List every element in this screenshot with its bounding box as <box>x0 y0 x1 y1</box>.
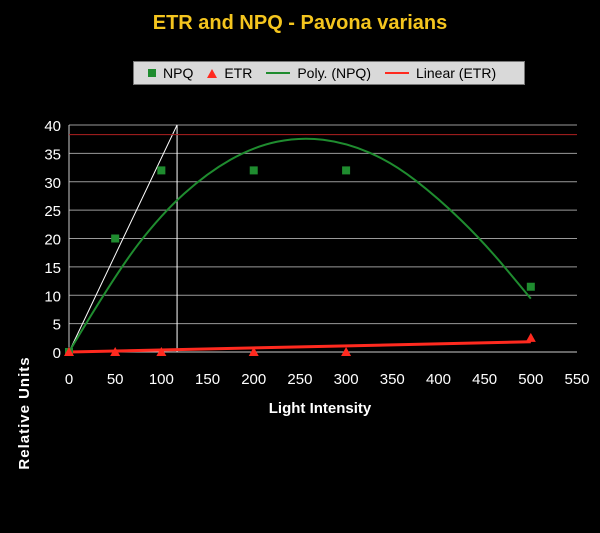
y-tick-label: 15 <box>44 260 61 277</box>
x-tick-label: 350 <box>380 371 405 388</box>
npq-point <box>249 166 258 175</box>
y-tick-label: 30 <box>44 175 61 192</box>
legend-item-etr: ETR <box>207 65 252 81</box>
npq-point <box>157 166 166 175</box>
x-tick-label: 250 <box>287 371 312 388</box>
y-tick-label: 10 <box>44 288 61 305</box>
legend-item-linear: Linear (ETR) <box>384 65 497 81</box>
legend-item-npq: NPQ <box>148 65 193 81</box>
x-tick-label: 200 <box>241 371 266 388</box>
etr-point <box>525 332 536 342</box>
y-tick-label: 25 <box>44 203 61 220</box>
legend-label-poly: Poly. (NPQ) <box>297 65 371 81</box>
etr-point <box>64 347 74 356</box>
etr-marker-icon <box>207 68 218 78</box>
legend-label-npq: NPQ <box>163 65 194 81</box>
chart-title: ETR and NPQ - Pavona varians <box>152 12 448 34</box>
legend-item-poly: Poly. (NPQ) <box>266 65 371 81</box>
legend-label-etr: ETR <box>224 65 253 81</box>
reference-line <box>68 124 178 353</box>
x-tick-label: 450 <box>472 371 497 388</box>
x-tick-label: 400 <box>426 371 451 388</box>
x-tick-label: 0 <box>65 371 73 388</box>
x-tick-label: 100 <box>149 371 174 388</box>
trendline-etr <box>68 340 531 354</box>
npq-point <box>526 282 535 291</box>
x-axis-label: Light Intensity <box>268 400 372 417</box>
linear-line-icon <box>384 72 409 74</box>
trendline-npq <box>68 137 532 353</box>
etr-point <box>110 347 121 356</box>
legend-label-linear: Linear (ETR) <box>415 65 497 81</box>
etr-point <box>248 347 259 356</box>
y-tick-label: 40 <box>44 118 61 135</box>
x-tick-label: 50 <box>107 371 124 388</box>
y-tick-label: 5 <box>53 317 61 334</box>
x-tick-label: 150 <box>195 371 220 388</box>
y-tick-label: 0 <box>53 345 61 362</box>
poly-line-icon <box>266 72 291 74</box>
legend: NPQ ETR Poly. (NPQ) Linear (ETR) <box>133 61 525 85</box>
etr-point <box>156 347 167 356</box>
etr-point <box>341 347 352 356</box>
y-tick-label: 20 <box>44 232 61 249</box>
x-tick-label: 300 <box>334 371 359 388</box>
npq-point <box>111 234 120 243</box>
npq-point <box>342 166 351 175</box>
npq-marker-icon <box>148 69 156 77</box>
y-tick-label: 35 <box>44 146 61 163</box>
x-tick-label: 500 <box>518 371 543 388</box>
x-tick-label: 550 <box>564 371 589 388</box>
